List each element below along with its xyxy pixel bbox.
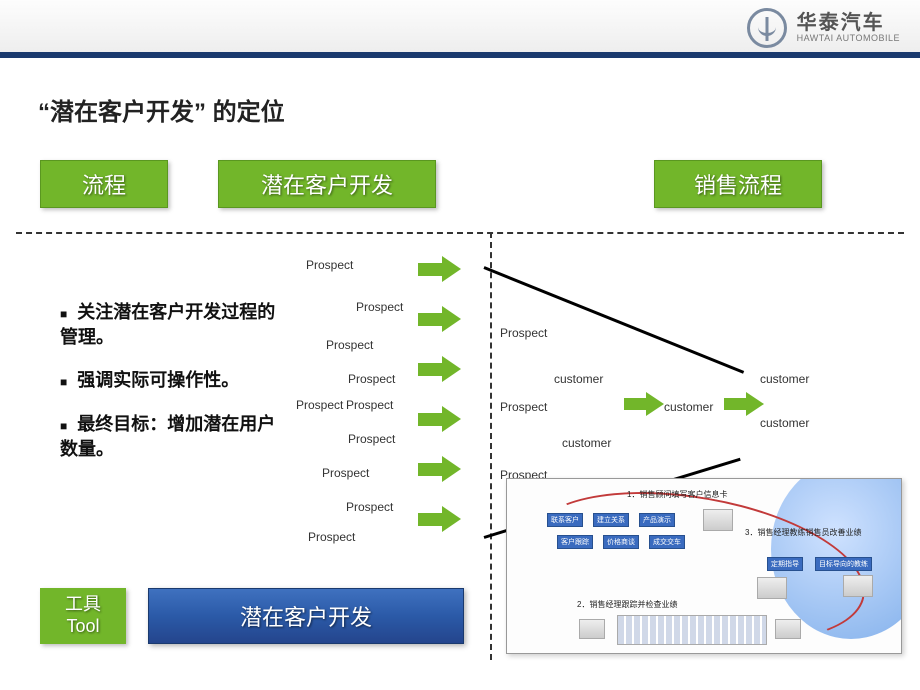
- box-tool: 工具 Tool: [40, 588, 126, 644]
- customer-label: customer: [760, 372, 809, 386]
- mini-box: 客户跟踪: [557, 535, 593, 549]
- mini-step-3: 3．销售经理教练销售员改善业绩: [745, 527, 861, 538]
- mini-building: [617, 615, 767, 645]
- mini-sales-cycle-diagram: 1．销售顾问填写客户信息卡 2．销售经理跟踪并检查业绩 3．销售经理教练销售员改…: [506, 478, 902, 654]
- mini-pic: [579, 619, 605, 639]
- mini-box: 定期指导: [767, 557, 803, 571]
- mini-pic: [757, 577, 787, 599]
- brand-logo: 华泰汽车 HAWTAI AUTOMOBILE: [747, 8, 900, 48]
- mini-step-2: 2．销售经理跟踪并检查业绩: [577, 599, 677, 610]
- bullet-item: 关注潜在客户开发过程的管理。: [60, 300, 290, 350]
- divider-vertical: [490, 232, 492, 660]
- prospect-label: Prospect: [322, 466, 369, 480]
- customer-label: customer: [562, 436, 611, 450]
- prospect-label: Prospect: [348, 432, 395, 446]
- bullet-list: 关注潜在客户开发过程的管理。 强调实际可操作性。 最终目标：增加潜在用户数量。: [60, 300, 290, 480]
- brand-cn: 华泰汽车: [797, 12, 900, 34]
- page-title: “潜在客户开发” 的定位: [38, 92, 285, 127]
- tool-en: Tool: [66, 616, 99, 638]
- prospect-label: Prospect: [346, 398, 393, 412]
- mini-box: 建立关系: [593, 513, 629, 527]
- mini-box: 联系客户: [547, 513, 583, 527]
- bullet-item: 强调实际可操作性。: [60, 368, 290, 393]
- customer-label: customer: [760, 416, 809, 430]
- prospect-label: Prospect: [296, 398, 343, 412]
- bullet-item: 最终目标：增加潜在用户数量。: [60, 412, 290, 462]
- tool-cn: 工具: [65, 594, 101, 616]
- divider-horizontal: [16, 232, 904, 234]
- prospect-label: Prospect: [348, 372, 395, 386]
- mini-box: 目标导向的教练: [815, 557, 872, 571]
- prospect-label: Prospect: [500, 326, 547, 340]
- mini-box: 产品演示: [639, 513, 675, 527]
- logo-icon: [747, 8, 787, 48]
- funnel-line-top: [483, 266, 744, 374]
- prospect-label: Prospect: [306, 258, 353, 272]
- prospect-label: Prospect: [356, 300, 403, 314]
- mini-box: 成交交车: [649, 535, 685, 549]
- prospect-label: Prospect: [326, 338, 373, 352]
- brand-en: HAWTAI AUTOMOBILE: [797, 34, 900, 44]
- mini-step-1: 1．销售顾问填写客户信息卡: [627, 489, 727, 500]
- mini-pic: [703, 509, 733, 531]
- customer-label: customer: [664, 400, 713, 414]
- logo-text: 华泰汽车 HAWTAI AUTOMOBILE: [797, 12, 900, 44]
- mini-box: 价格商谈: [603, 535, 639, 549]
- prospect-label: Prospect: [500, 400, 547, 414]
- header-bar: 华泰汽车 HAWTAI AUTOMOBILE: [0, 0, 920, 58]
- box-sales-process: 销售流程: [654, 160, 822, 208]
- box-process: 流程: [40, 160, 168, 208]
- prospect-label: Prospect: [346, 500, 393, 514]
- customer-label: customer: [554, 372, 603, 386]
- prospect-label: Prospect: [308, 530, 355, 544]
- box-prospect-dev: 潜在客户开发: [218, 160, 436, 208]
- box-blue-prospect-dev: 潜在客户开发: [148, 588, 464, 644]
- mini-pic: [843, 575, 873, 597]
- mini-pic: [775, 619, 801, 639]
